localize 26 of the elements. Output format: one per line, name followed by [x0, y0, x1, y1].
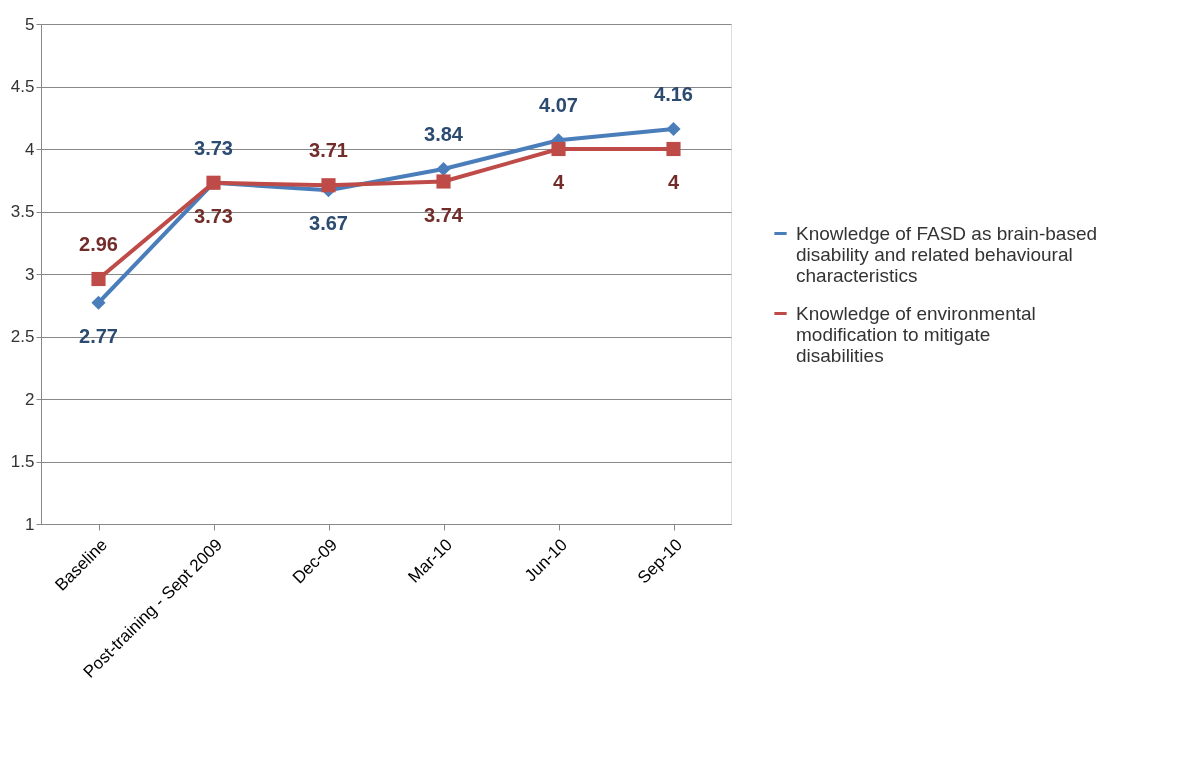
y-tick-label: 1: [25, 514, 35, 534]
legend-label: Knowledge of FASD as brain-based disability and related behavioural characteristics: [796, 222, 1098, 286]
y-tick-label: 3.5: [10, 202, 35, 221]
point: [666, 141, 681, 157]
point: [321, 178, 336, 193]
y-tick-label: 2: [25, 389, 35, 409]
y-tick-label: 5: [25, 14, 35, 34]
y-tick-label: 2.5: [10, 327, 35, 346]
data-label: 3.84: [424, 123, 464, 145]
data-label: 4.16: [654, 83, 693, 105]
legend-label: Knowledge of environmental modification to mitigate disabilities: [796, 302, 1036, 366]
point: [91, 295, 106, 310]
data-label: 4: [667, 171, 680, 193]
point: [551, 141, 566, 157]
data-label: 3.67: [309, 212, 348, 235]
point: [436, 161, 451, 177]
data-label: 4: [552, 171, 565, 193]
y-tick-label: 4: [25, 139, 35, 159]
y-tick-label: 1.5: [10, 452, 35, 471]
y-tick-label: 4.5: [10, 77, 35, 96]
point: [666, 121, 681, 137]
point: [436, 174, 451, 189]
y-tick-label: 3: [25, 264, 35, 284]
data-label: 2.96: [79, 233, 118, 255]
point: [91, 271, 106, 287]
data-label: 4.07: [539, 94, 578, 117]
